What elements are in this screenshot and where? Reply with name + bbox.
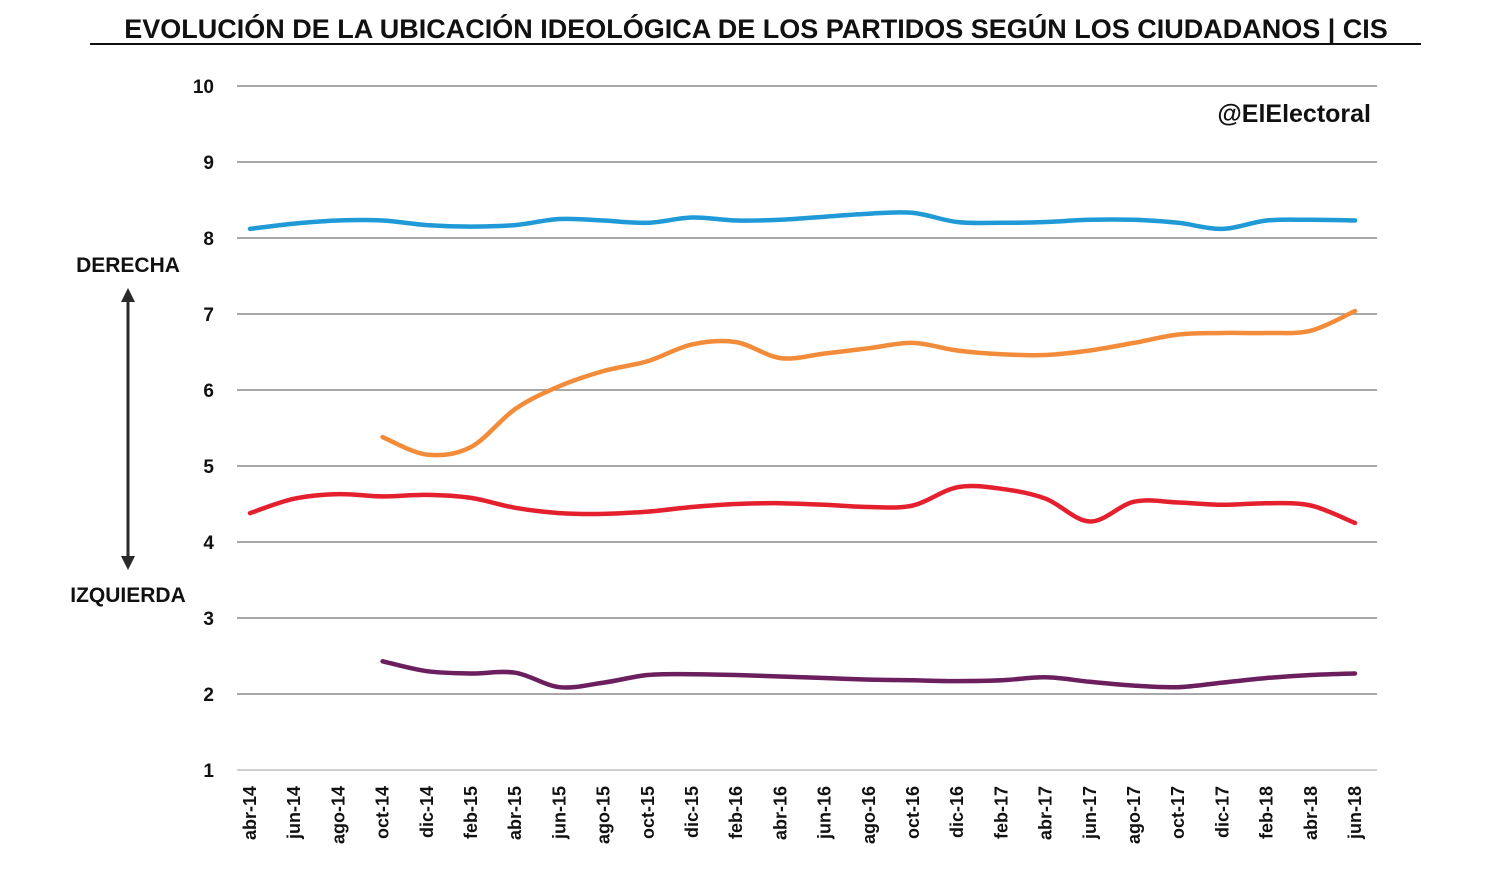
x-axis-ticks: abr-14 jun-14 ago-14 oct-14 dic-14 feb-15 abr-… xyxy=(240,786,1365,844)
x-tick-label: dic-17 xyxy=(1212,786,1232,838)
x-tick-label: jun-14 xyxy=(284,786,304,840)
series-line-4 xyxy=(380,659,1358,690)
x-tick-label: jun-15 xyxy=(549,786,569,840)
y-tick-label: 7 xyxy=(203,305,214,326)
x-tick-label: feb-18 xyxy=(1257,786,1277,839)
y-axis-ticks: 1 2 3 4 5 6 7 8 9 10 xyxy=(193,77,215,782)
x-tick-label: feb-17 xyxy=(991,786,1011,839)
x-tick-label: ago-17 xyxy=(1124,786,1144,844)
x-tick-label: feb-15 xyxy=(461,786,481,839)
x-tick-label: oct-14 xyxy=(373,786,393,839)
x-tick-label: oct-17 xyxy=(1168,786,1188,839)
y-tick-label: 6 xyxy=(203,381,214,402)
x-tick-label: feb-16 xyxy=(726,786,746,839)
chart-title: EVOLUCIÓN DE LA UBICACIÓN IDEOLÓGICA DE … xyxy=(124,13,1388,44)
arrow-up-icon xyxy=(121,288,135,302)
izquierda-label: IZQUIERDA xyxy=(70,584,186,607)
series-line-1 xyxy=(247,210,1358,232)
derecha-label: DERECHA xyxy=(76,254,180,277)
x-tick-label: jun-18 xyxy=(1345,786,1365,840)
gridlines xyxy=(237,85,1377,695)
y-tick-label: 3 xyxy=(203,609,214,630)
x-tick-label: abr-16 xyxy=(770,786,790,840)
arrow-down-icon xyxy=(121,556,135,570)
y-tick-label: 10 xyxy=(193,77,214,98)
y-tick-label: 9 xyxy=(203,153,214,174)
series-lines xyxy=(247,210,1358,690)
watermark-label: @ElElectoral xyxy=(1217,100,1371,128)
series-line-2 xyxy=(380,308,1358,458)
x-tick-label: oct-15 xyxy=(638,786,658,839)
x-tick-label: ago-14 xyxy=(328,786,348,844)
x-tick-label: dic-15 xyxy=(682,786,702,838)
series-line-3 xyxy=(247,483,1358,526)
y-tick-label: 2 xyxy=(203,685,214,706)
x-tick-label: abr-15 xyxy=(505,786,525,840)
x-tick-label: abr-18 xyxy=(1301,786,1321,840)
x-tick-label: jun-16 xyxy=(815,786,835,840)
y-tick-label: 5 xyxy=(203,457,214,478)
y-tick-label: 4 xyxy=(203,533,214,554)
x-tick-label: ago-15 xyxy=(594,786,614,844)
x-tick-label: ago-16 xyxy=(859,786,879,844)
direction-arrow xyxy=(121,288,135,570)
x-tick-label: abr-17 xyxy=(1036,786,1056,840)
y-tick-label: 8 xyxy=(203,229,214,250)
x-tick-label: jun-17 xyxy=(1080,786,1100,840)
y-tick-label: 1 xyxy=(203,761,214,782)
x-tick-label: dic-16 xyxy=(947,786,967,838)
x-tick-label: oct-16 xyxy=(903,786,923,839)
x-tick-label: dic-14 xyxy=(417,786,437,838)
x-tick-label: abr-14 xyxy=(240,786,260,840)
